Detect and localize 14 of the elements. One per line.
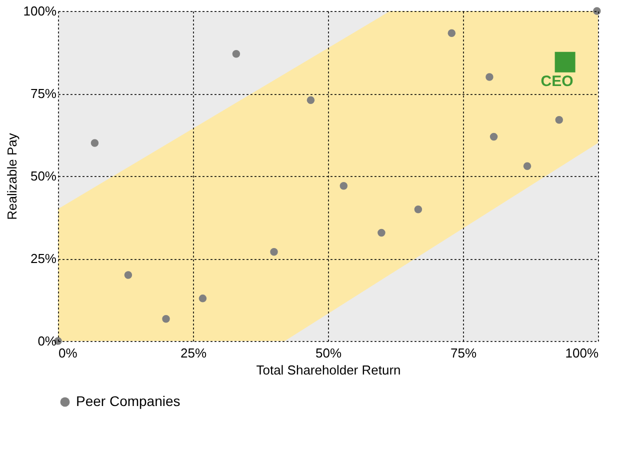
x-tick-label: 100% — [565, 346, 599, 360]
y-axis-title: Realizable Pay — [4, 132, 20, 220]
y-tick-label: 100% — [23, 4, 57, 18]
y-tick-label: 75% — [30, 86, 57, 101]
y-tick-label: 0% — [38, 334, 57, 348]
x-tick-label: 75% — [450, 346, 477, 360]
x-axis-title: Total Shareholder Return — [256, 362, 401, 378]
x-tick-label: 0% — [58, 346, 78, 360]
x-tick-label: 25% — [180, 346, 207, 360]
series-label: CEO — [540, 73, 574, 90]
y-tick-label: 50% — [30, 168, 57, 184]
legend-label: Peer Companies — [76, 393, 180, 409]
y-tick-label: 25% — [30, 251, 57, 266]
x-tick-label: 50% — [315, 346, 342, 360]
